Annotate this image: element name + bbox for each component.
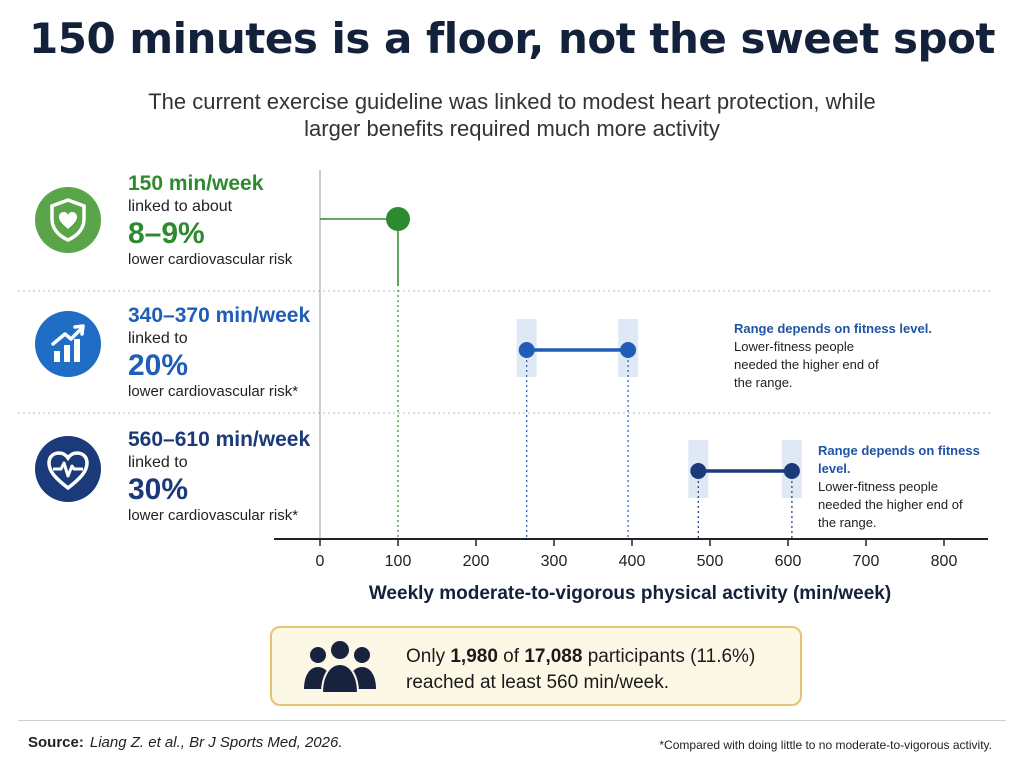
shield-heart-icon (35, 187, 101, 253)
x-tick-label: 300 (541, 553, 568, 570)
range-point-low-560 (690, 463, 707, 479)
x-tick-label: 100 (385, 553, 412, 570)
callout-participants-reached: 1,980 (450, 646, 498, 667)
page-title: 150 minutes is a floor, not the sweet sp… (29, 14, 995, 63)
note-range-1-title: Range depends on fitness level. (734, 321, 932, 336)
x-tick-label: 500 (697, 553, 724, 570)
row-560: 560–610 min/week linked to 30% lower car… (0, 428, 320, 543)
row-340-percent: 20% (128, 349, 189, 382)
callout-pre: Only (406, 646, 451, 667)
source-citation: Source: Liang Z. et al., Br J Sports Med,… (28, 734, 343, 751)
row-150-percent: 8–9% (128, 217, 205, 250)
x-tick-label: 700 (853, 553, 880, 570)
page-subtitle: The current exercise guideline was linke… (148, 89, 876, 141)
note-range-1: Range depends on fitness level. Lower-fi… (734, 320, 964, 392)
row-340-linked: linked to (128, 330, 188, 347)
source-value: Liang Z. et al., Br J Sports Med, 2026. (89, 734, 343, 751)
x-axis-label: Weekly moderate-to-vigorous physical act… (368, 583, 892, 604)
row-340-lower: lower cardiovascular risk* (128, 383, 299, 400)
callout-text: Only 1,980 of 17,088 participants (11.6%… (406, 644, 796, 696)
note-range-2-title: Range depends on fitness level. (818, 443, 980, 476)
row-560-text: 560–610 min/week linked to 30% lower car… (128, 428, 328, 526)
row-340: 340–370 min/week linked to 20% lower car… (0, 304, 320, 419)
row-560-lower: lower cardiovascular risk* (128, 507, 299, 524)
footnote: *Compared with doing little to no modera… (659, 738, 992, 752)
x-tick-label: 0 (316, 553, 325, 570)
callout-participants-total: 17,088 (524, 646, 583, 667)
callout-post: participants (11.6%) reached at least 56… (406, 646, 756, 693)
callout-mid: of (497, 646, 525, 667)
source-label: Source: (28, 734, 84, 751)
row-150-lower: lower cardiovascular risk (128, 251, 293, 268)
range-point-low-340 (518, 342, 535, 358)
note-range-2: Range depends on fitness level. Lower-fi… (818, 442, 1008, 532)
x-tick-label: 200 (463, 553, 490, 570)
callout-box: Only 1,980 of 17,088 participants (11.6%… (270, 626, 802, 706)
row-150-title: 150 min/week (128, 172, 264, 195)
range-point-high-340 (620, 342, 637, 358)
x-tick-label: 400 (619, 553, 646, 570)
bar-chart-arrow-icon (35, 311, 101, 377)
people-group-icon (300, 637, 380, 697)
range-point-high-560 (783, 463, 800, 479)
footer-divider (18, 720, 1006, 721)
row-560-percent: 30% (128, 473, 189, 506)
note-range-1-body: Lower-fitness people needed the higher e… (734, 339, 879, 390)
row-340-title: 340–370 min/week (128, 304, 311, 327)
row-150-text: 150 min/week linked to about 8–9% lower … (128, 172, 328, 270)
row-340-text: 340–370 min/week linked to 20% lower car… (128, 304, 328, 402)
row-560-title: 560–610 min/week (128, 428, 311, 451)
row-150-linked: linked to about (128, 198, 233, 215)
x-tick-label: 800 (931, 553, 958, 570)
note-range-2-body: Lower-fitness people needed the higher e… (818, 479, 963, 530)
row-560-linked: linked to (128, 454, 188, 471)
row-150: 150 min/week linked to about 8–9% lower … (0, 172, 320, 287)
heartbeat-icon (35, 436, 101, 502)
point-150 (386, 207, 410, 231)
x-tick-label: 600 (775, 553, 802, 570)
